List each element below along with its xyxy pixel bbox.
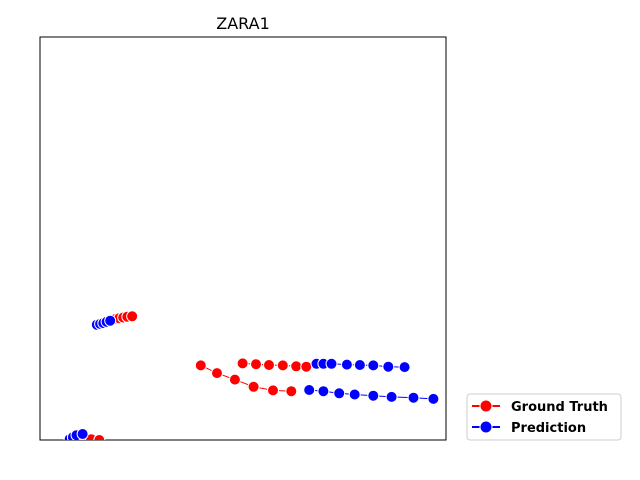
ground-truth-point <box>300 360 313 373</box>
prediction-point <box>367 359 380 372</box>
legend-label-ground-truth: Ground Truth <box>511 400 608 415</box>
prediction-point <box>382 360 395 373</box>
prediction-point <box>385 390 398 403</box>
prediction-point <box>76 428 89 440</box>
prediction-point <box>303 384 316 396</box>
ground-truth-point <box>211 367 223 380</box>
prediction-point <box>104 314 117 327</box>
plot-area <box>39 36 447 441</box>
trajectory-layer <box>63 310 440 440</box>
prediction-point <box>367 389 380 402</box>
prediction-point <box>325 357 338 370</box>
ground-truth-point <box>228 373 241 386</box>
ground-truth-point <box>285 385 298 398</box>
legend-box <box>466 393 622 441</box>
prediction-point <box>340 358 353 371</box>
ground-truth-point <box>250 358 262 371</box>
prediction-point <box>348 388 361 401</box>
ground-truth-point <box>290 360 303 373</box>
legend: Ground Truth Prediction <box>466 393 622 441</box>
ground-truth-point <box>247 380 260 393</box>
prediction-point <box>427 392 440 405</box>
chart-title: ZARA1 <box>216 14 270 33</box>
prediction-point <box>407 391 420 404</box>
legend-label-prediction: Prediction <box>511 421 586 436</box>
ground-truth-point <box>236 357 249 370</box>
ground-truth-point <box>267 384 279 397</box>
series-prediction <box>63 314 440 440</box>
ground-truth-point <box>194 359 207 372</box>
ground-truth-point <box>263 359 275 371</box>
legend-dot-ground-truth <box>479 399 493 413</box>
ground-truth-point <box>126 310 139 323</box>
prediction-point <box>317 385 330 398</box>
legend-dot-prediction <box>479 420 493 434</box>
series-ground-truth <box>68 310 313 440</box>
prediction-point <box>398 361 411 374</box>
ground-truth-point <box>93 434 106 440</box>
ground-truth-point <box>276 359 289 372</box>
prediction-point <box>353 359 366 371</box>
prediction-point <box>333 387 346 400</box>
